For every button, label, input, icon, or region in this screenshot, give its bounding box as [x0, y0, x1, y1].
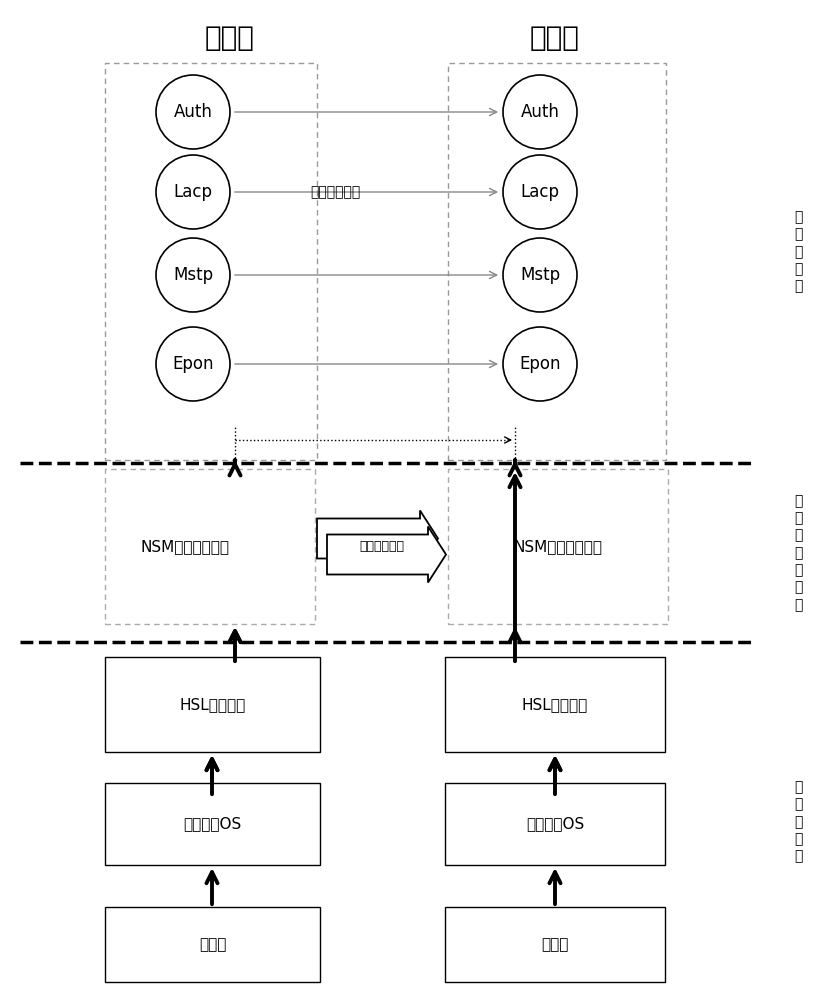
Text: HSL硬件封装: HSL硬件封装	[180, 697, 246, 712]
Bar	[445, 907, 665, 982]
Circle shape	[156, 155, 230, 229]
Text: HSL硬件封装: HSL硬件封装	[522, 697, 588, 712]
Bar	[105, 63, 317, 460]
Text: Auth: Auth	[520, 103, 560, 121]
Text: 备用板: 备用板	[530, 24, 580, 52]
Text: Mstp: Mstp	[173, 266, 213, 284]
Text: Epon: Epon	[172, 355, 214, 373]
Polygon shape	[327, 526, 446, 582]
Text: 网
络
控
制
管
理
层: 网 络 控 制 管 理 层	[794, 494, 802, 612]
Text: 应用模块同步: 应用模块同步	[310, 185, 360, 199]
Text: Epon: Epon	[519, 355, 560, 373]
Text: Lacp: Lacp	[520, 183, 560, 201]
Bar	[105, 783, 320, 865]
Text: NSM网络控制管理: NSM网络控制管理	[140, 539, 229, 554]
Circle shape	[503, 238, 577, 312]
Bar	[105, 907, 320, 982]
Text: Mstp: Mstp	[520, 266, 560, 284]
Bar	[445, 783, 665, 865]
Text: Auth: Auth	[174, 103, 212, 121]
Circle shape	[156, 75, 230, 149]
Bar	[105, 657, 320, 752]
Circle shape	[503, 327, 577, 401]
Circle shape	[156, 238, 230, 312]
Text: Lacp: Lacp	[174, 183, 212, 201]
Bar	[445, 657, 665, 752]
Polygon shape	[317, 510, 438, 566]
Bar	[448, 63, 666, 460]
Bar	[105, 469, 315, 624]
Text: 硬件层: 硬件层	[541, 937, 569, 952]
Text: 主控板: 主控板	[205, 24, 255, 52]
Text: 应
用
模
块
层: 应 用 模 块 层	[794, 210, 802, 294]
Text: NSM网络控制管理: NSM网络控制管理	[513, 539, 602, 554]
Text: 基
础
平
台
层: 基 础 平 台 层	[794, 780, 802, 864]
Bar	[448, 469, 668, 624]
Text: 操作系统OS: 操作系统OS	[526, 816, 584, 832]
Text: 数据结构同步: 数据结构同步	[359, 540, 404, 553]
Circle shape	[156, 327, 230, 401]
Circle shape	[503, 155, 577, 229]
Circle shape	[503, 75, 577, 149]
Text: 硬件层: 硬件层	[199, 937, 227, 952]
Text: 操作系统OS: 操作系统OS	[184, 816, 242, 832]
